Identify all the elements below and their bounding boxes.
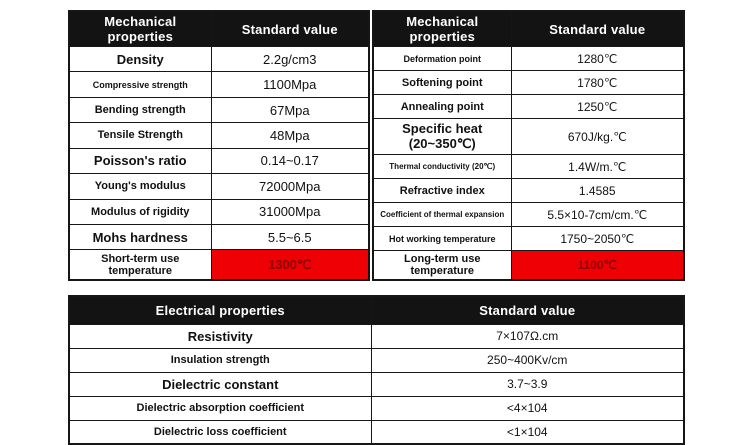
table-row: Dielectric absorption coefficient <4×104 (68, 395, 685, 421)
property-label: Compressive strength (68, 71, 212, 98)
property-value: 1100Mpa (210, 71, 370, 98)
property-label: Dielectric loss coefficient (68, 419, 372, 445)
table-row: Hot working temperature 1750~2050℃ (372, 226, 685, 251)
property-label: Modulus of rigidity (68, 198, 212, 225)
table-row: Dielectric constant 3.7~3.9 (68, 371, 685, 397)
header-mechanical-properties: Mechanical properties (372, 10, 512, 47)
header-electrical-properties: Electrical properties (68, 295, 372, 325)
property-label: Coefficient of thermal expansion (372, 202, 512, 227)
electrical-properties-table: Electrical properties Standard value Res… (68, 295, 685, 445)
property-value: 1780℃ (510, 70, 685, 95)
table-row: Mohs hardness 5.5~6.5 (68, 223, 370, 251)
property-label: Refractive index (372, 178, 512, 203)
property-label: Poisson's ratio (68, 147, 212, 175)
table-row: Tensile Strength 48Mpa (68, 122, 370, 149)
property-label: Young's modulus (68, 173, 212, 200)
property-value: 31000Mpa (210, 198, 370, 225)
mechanical-properties-table-right: Mechanical properties Standard value Def… (372, 10, 685, 281)
table-row: Coefficient of thermal expansion 5.5×10-7… (372, 202, 685, 227)
highlighted-value: 1300℃ (210, 249, 370, 281)
table-row: Poisson's ratio 0.14~0.17 (68, 147, 370, 175)
table-row: Density 2.2g/cm3 (68, 45, 370, 73)
property-value: 67Mpa (210, 96, 370, 124)
table-row: Compressive strength 1100Mpa (68, 71, 370, 98)
table-row: Modulus of rigidity 31000Mpa (68, 198, 370, 225)
table-row: Bending strength 67Mpa (68, 96, 370, 124)
header-mechanical-properties: Mechanical properties (68, 10, 212, 47)
table-row: Resistivity 7×107Ω.cm (68, 323, 685, 349)
property-value: 670J/kg.℃ (510, 118, 685, 155)
header-standard-value: Standard value (510, 10, 685, 47)
table-body: Resistivity 7×107Ω.cm Insulation strength 2… (68, 323, 685, 445)
table-body: Density 2.2g/cm3 Compressive strength 1100M… (68, 45, 370, 281)
property-label: Insulation strength (68, 347, 372, 373)
electrical-table-wrap: Electrical properties Standard value Res… (0, 281, 750, 445)
property-label: Dielectric absorption coefficient (68, 395, 372, 421)
header-row: Electrical properties Standard value (68, 295, 685, 325)
table-row: Insulation strength 250~400Kv/cm (68, 347, 685, 373)
table-row: Deformation point 1280℃ (372, 46, 685, 71)
property-value: 1250℃ (510, 94, 685, 119)
property-value: 72000Mpa (210, 173, 370, 200)
property-value: 1280℃ (510, 46, 685, 71)
table-row: Long-term use temperature 1100℃ (372, 250, 685, 281)
header-standard-value: Standard value (370, 295, 685, 325)
property-label: Resistivity (68, 323, 372, 349)
property-label: Short-term use temperature (68, 249, 212, 281)
table-row: Specific heat (20~350℃) 670J/kg.℃ (372, 118, 685, 155)
property-label: Specific heat (20~350℃) (372, 118, 512, 155)
mechanical-tables: Mechanical properties Standard value Den… (68, 10, 685, 281)
property-label: Tensile Strength (68, 122, 212, 149)
property-value: 5.5~6.5 (210, 223, 370, 251)
header-standard-value: Standard value (210, 10, 370, 47)
property-label: Hot working temperature (372, 226, 512, 251)
table-row: Thermal conductivity (20℃) 1.4W/m.℃ (372, 154, 685, 179)
property-value: 0.14~0.17 (210, 147, 370, 175)
table-body: Deformation point 1280℃ Softening point 178… (372, 46, 685, 281)
property-value: 250~400Kv/cm (370, 347, 685, 373)
property-label: Density (68, 45, 212, 73)
property-label: Mohs hardness (68, 223, 212, 251)
table-row: Softening point 1780℃ (372, 70, 685, 95)
table-row: Short-term use temperature 1300℃ (68, 249, 370, 281)
property-value: 48Mpa (210, 122, 370, 149)
property-label: Deformation point (372, 46, 512, 71)
property-value: 2.2g/cm3 (210, 45, 370, 73)
property-value: 7×107Ω.cm (370, 323, 685, 349)
property-label: Annealing point (372, 94, 512, 119)
highlighted-value: 1100℃ (510, 250, 685, 281)
table-row: Young's modulus 72000Mpa (68, 173, 370, 200)
property-label: Dielectric constant (68, 371, 372, 397)
property-value: 1750~2050℃ (510, 226, 685, 251)
property-label: Thermal conductivity (20℃) (372, 154, 512, 179)
mechanical-properties-table-left: Mechanical properties Standard value Den… (68, 10, 370, 281)
property-value: 3.7~3.9 (370, 371, 685, 397)
table-row: Dielectric loss coefficient <1×104 (68, 419, 685, 445)
property-value: 1.4585 (510, 178, 685, 203)
property-value: 5.5×10-7cm/cm.℃ (510, 202, 685, 227)
property-value: 1.4W/m.℃ (510, 154, 685, 179)
property-value: <1×104 (370, 419, 685, 445)
table-row: Refractive index 1.4585 (372, 178, 685, 203)
property-label: Softening point (372, 70, 512, 95)
table-row: Annealing point 1250℃ (372, 94, 685, 119)
header-row: Mechanical properties Standard value (68, 10, 370, 47)
property-value: <4×104 (370, 395, 685, 421)
header-row: Mechanical properties Standard value (372, 10, 685, 47)
property-label: Bending strength (68, 96, 212, 124)
property-label: Long-term use temperature (372, 250, 512, 281)
